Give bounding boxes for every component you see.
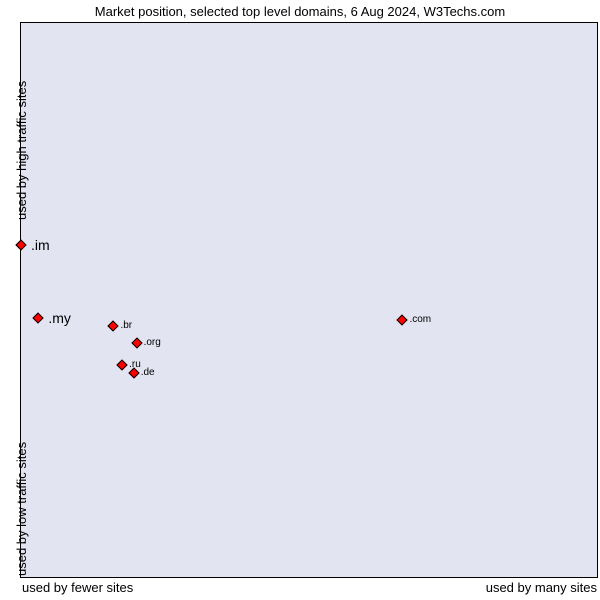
data-point-label: .im <box>31 237 50 253</box>
y-axis-label-bottom: used by low traffic sites <box>14 442 29 576</box>
plot-background <box>21 23 597 577</box>
x-axis-label-right: used by many sites <box>486 580 597 595</box>
chart-title: Market position, selected top level doma… <box>0 4 600 19</box>
data-point-label: .de <box>141 367 155 378</box>
data-point-label: .com <box>409 314 431 325</box>
data-point-label: .my <box>48 310 71 326</box>
data-point-label: .br <box>120 320 132 331</box>
y-axis-label-top: used by high traffic sites <box>14 81 29 220</box>
scatter-chart: Market position, selected top level doma… <box>0 0 600 600</box>
x-axis-label-left: used by fewer sites <box>22 580 133 595</box>
data-point-label: .org <box>144 337 161 348</box>
plot-area: .im.my.br.org.ru.de.com <box>20 22 598 578</box>
